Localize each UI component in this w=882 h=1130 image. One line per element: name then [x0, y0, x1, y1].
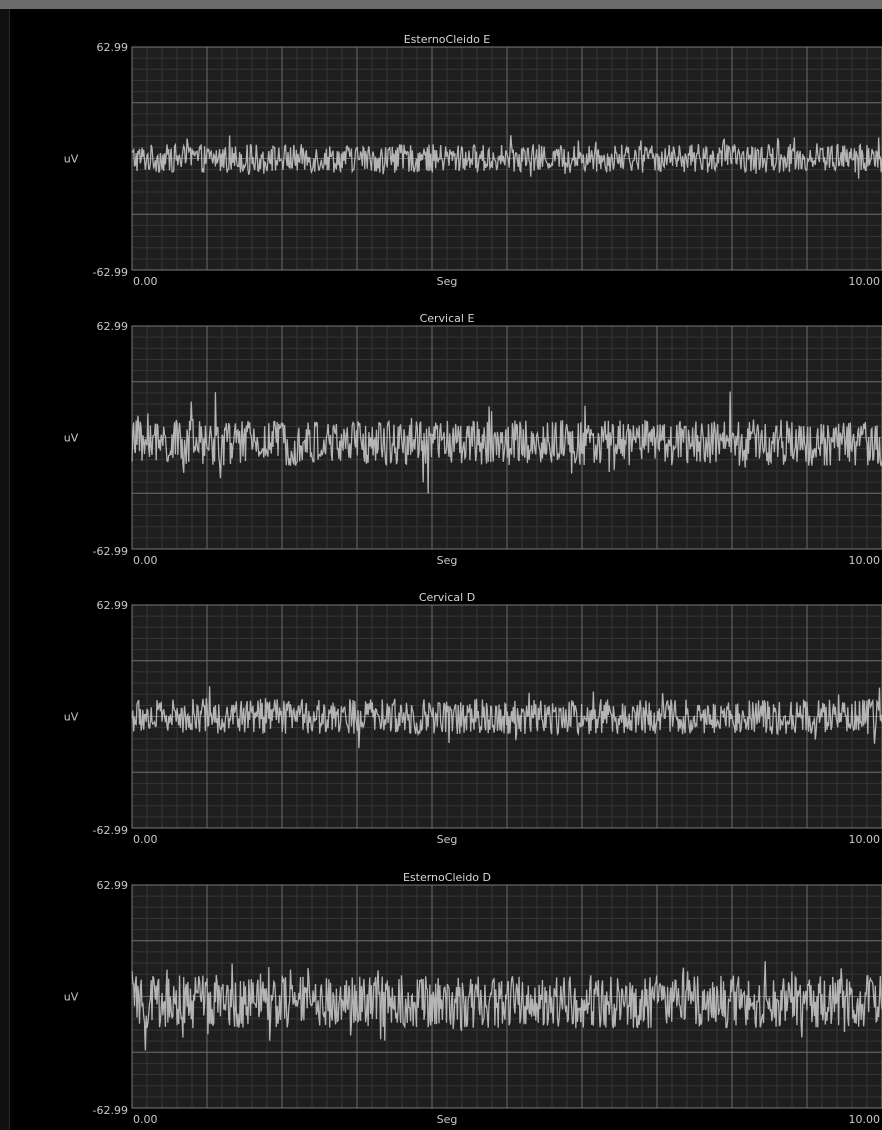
window-left-border	[0, 9, 10, 1130]
channel-title: EsternoCleido E	[404, 33, 491, 46]
x-end-label: 10.00	[849, 1113, 881, 1126]
x-axis-label: Seg	[437, 275, 458, 288]
plot-frame-1	[131, 46, 882, 271]
x-start-label: 0.00	[133, 554, 158, 567]
x-axis-label: Seg	[437, 554, 458, 567]
y-axis-label: uV	[64, 711, 79, 724]
channel-title: EsternoCleido D	[403, 871, 491, 884]
y-min-label: -62.99	[93, 545, 128, 558]
window-top-border	[0, 0, 882, 9]
y-max-label: 62.99	[97, 320, 129, 333]
y-axis-label: uV	[64, 153, 79, 166]
channel-title: Cervical D	[419, 591, 475, 604]
emg-signal-line-2	[131, 391, 882, 494]
emg-signal-line-1	[131, 135, 882, 179]
x-start-label: 0.00	[133, 1113, 158, 1126]
y-axis-label: uV	[64, 432, 79, 445]
channel-title: Cervical E	[420, 312, 475, 325]
plot-frame-2	[131, 325, 882, 550]
emg-channels-area: uV 62.99 -62.99 0.00 10.00 Seg EsternoCleido E…	[10, 9, 882, 1130]
x-end-label: 10.00	[849, 554, 881, 567]
x-start-label: 0.00	[133, 275, 158, 288]
emg-signal-line-3	[131, 686, 882, 749]
x-axis-label: Seg	[437, 1113, 458, 1126]
y-min-label: -62.99	[93, 1104, 128, 1117]
emg-charts-svg: uV 62.99 -62.99 0.00 10.00 Seg EsternoCleido E…	[64, 33, 882, 1126]
y-min-label: -62.99	[93, 824, 128, 837]
emg-signal-line-4	[131, 961, 882, 1051]
x-end-label: 10.00	[849, 833, 881, 846]
plot-frame-4	[131, 884, 882, 1109]
y-axis-label: uV	[64, 991, 79, 1004]
y-min-label: -62.99	[93, 266, 128, 279]
x-end-label: 10.00	[849, 275, 881, 288]
y-max-label: 62.99	[97, 41, 129, 54]
x-start-label: 0.00	[133, 833, 158, 846]
x-axis-label: Seg	[437, 833, 458, 846]
y-max-label: 62.99	[97, 879, 129, 892]
y-max-label: 62.99	[97, 599, 129, 612]
